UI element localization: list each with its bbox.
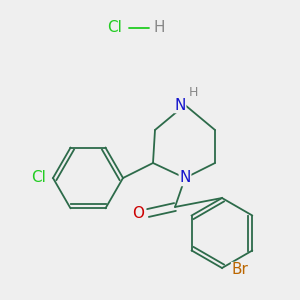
Text: Br: Br [232,262,248,278]
Text: Cl: Cl [32,170,46,185]
Text: N: N [174,98,186,112]
Text: Cl: Cl [108,20,122,35]
Text: H: H [188,85,198,98]
Text: N: N [179,170,191,185]
Text: H: H [153,20,165,35]
Text: O: O [132,206,144,220]
